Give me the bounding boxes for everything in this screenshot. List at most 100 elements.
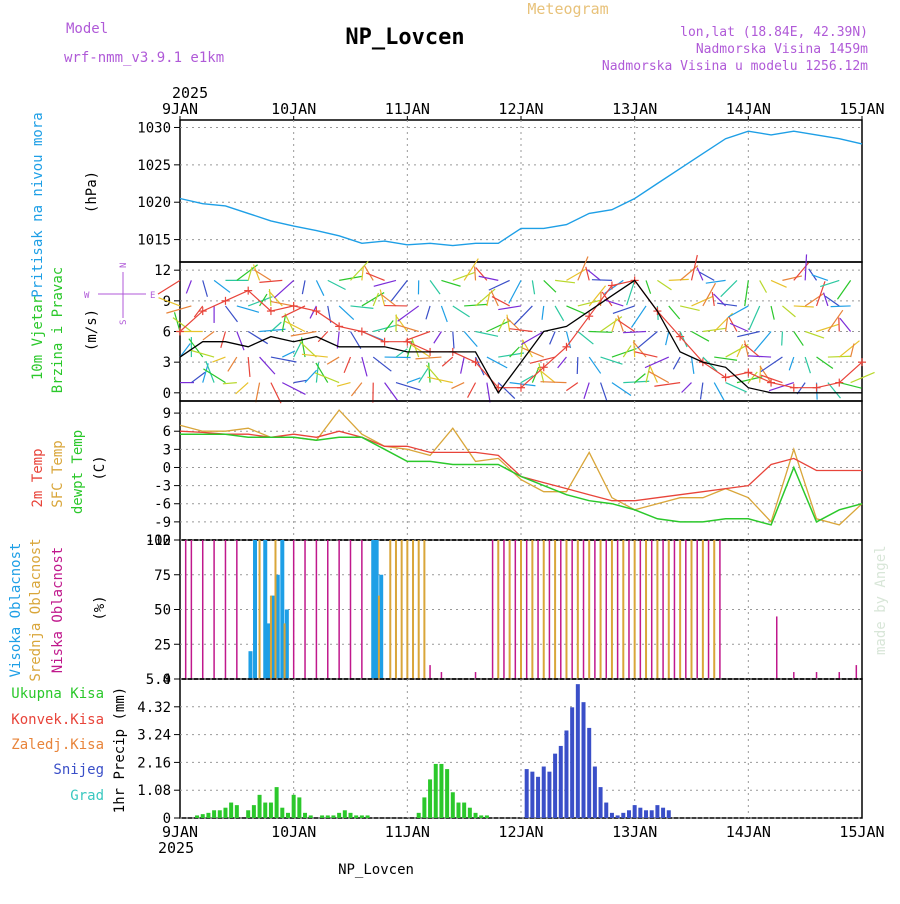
wind-barb	[761, 357, 783, 372]
chart-panels: 9JAN9JAN10JAN10JAN11JAN11JAN12JAN12JAN13…	[137, 100, 884, 841]
wind-barb	[540, 382, 566, 383]
wind-barb	[476, 332, 498, 337]
wind-barb	[453, 273, 475, 281]
wind-barb	[726, 344, 749, 357]
wind-barb	[259, 280, 282, 282]
temp-ytick-label: 0	[163, 460, 171, 476]
cloud-bar	[406, 540, 408, 679]
cloud-bar	[509, 540, 511, 679]
precip-ytick-label: 1.08	[137, 783, 171, 799]
wind-barb	[260, 357, 275, 374]
wind-barb	[646, 366, 650, 383]
wind-barb	[236, 383, 249, 394]
precip-bar	[235, 805, 239, 818]
cloud-bar	[662, 540, 664, 679]
precip-bar	[422, 797, 426, 818]
pressure-ytick-label: 1025	[137, 158, 171, 174]
precip-bar	[559, 746, 563, 818]
model-elevation-label: Nadmorska Visina u modelu 1256.12m	[602, 59, 868, 74]
precip-bar	[610, 813, 614, 818]
lonlat-label: lon,lat (18.84E, 42.39N)	[680, 25, 868, 40]
precip-bar	[593, 767, 597, 818]
precip-bar	[445, 769, 449, 818]
precip-ytick-label: 4.32	[137, 700, 171, 716]
wind-barb	[337, 383, 351, 387]
precip-ytick-label: 0	[163, 811, 171, 827]
cloud-bar	[361, 540, 363, 679]
wind-barb	[310, 306, 316, 318]
cloud-bar	[776, 616, 778, 679]
precip-bar	[252, 805, 256, 818]
cloud-bar	[588, 540, 590, 679]
wind-barb	[714, 357, 737, 360]
pressure-ytick-label: 1030	[137, 120, 171, 136]
wind-barb	[820, 280, 839, 286]
wind-barb	[851, 343, 854, 357]
wind-barb	[498, 383, 515, 399]
wind-ytick-label: 12	[154, 263, 171, 279]
xtick-label-top: 14JAN	[726, 100, 771, 118]
wind-barb	[206, 361, 214, 382]
wind-barb	[730, 323, 748, 331]
xtick-label-top: 10JAN	[271, 100, 316, 118]
wind-barb	[492, 297, 510, 306]
wind-barb	[415, 357, 441, 359]
wind-barb	[728, 306, 748, 317]
wind-barb	[589, 357, 600, 373]
cloud-bar	[492, 540, 494, 679]
xtick-label-bottom: 10JAN	[271, 823, 316, 841]
wind-barb	[374, 280, 396, 286]
xtick-label-bottom: 12JAN	[498, 823, 543, 841]
compass-w: W	[84, 291, 90, 301]
wind-barb	[291, 332, 317, 337]
cloud-bar	[565, 540, 567, 679]
precip-bar	[246, 810, 250, 818]
wind-barb	[749, 306, 760, 330]
cloud-bar	[441, 672, 443, 679]
model-name: wrf-nmm_v3.9.1 e1km	[64, 50, 224, 66]
cloud-bar	[389, 540, 391, 679]
wind-barb	[212, 357, 225, 362]
wind-barb	[542, 306, 544, 320]
cloud-bar	[656, 540, 658, 679]
cloud-ytick-label: 100	[146, 533, 171, 549]
wind-barb	[680, 332, 687, 348]
precip-bar	[474, 813, 478, 818]
wind-barb	[461, 357, 465, 374]
wind-barb	[294, 342, 302, 357]
meteogram-label: Meteogram	[527, 0, 608, 18]
temp-ylabel-3: dewpt Temp	[70, 430, 86, 514]
precip-bar	[667, 810, 671, 818]
wind-barb	[441, 306, 447, 322]
precip-legend-conv: Konvek.Kisa	[11, 712, 104, 728]
xtick-label-top: 9JAN	[162, 100, 198, 118]
page-title: NP_Lovcen	[345, 25, 464, 50]
wind-barb	[453, 306, 470, 317]
precip-unit: 1hr Precip (mm)	[112, 687, 128, 813]
wind-barb	[745, 280, 749, 306]
wind-barb	[351, 261, 369, 280]
wind-barb	[805, 332, 824, 339]
wind-barb	[817, 324, 839, 331]
temp2m-line	[180, 431, 862, 501]
cloud-bar	[520, 540, 522, 679]
wind-barb	[316, 280, 323, 295]
temp-ylabel-1: 2m Temp	[30, 448, 46, 507]
wind-barb	[601, 357, 623, 364]
wind-barb	[285, 321, 305, 331]
wind-barb	[586, 267, 589, 281]
wind-barb	[203, 369, 225, 383]
precip-bar	[201, 814, 205, 818]
precip-bar	[275, 787, 279, 818]
cloud-bar	[503, 540, 505, 679]
precip-bar	[206, 813, 210, 818]
cloud-bar	[577, 540, 579, 679]
cloud-bar	[708, 540, 710, 679]
xtick-label-bottom: 15JAN	[839, 823, 884, 841]
wind-barb	[344, 357, 350, 373]
cloud-bar	[622, 540, 624, 679]
cloud-bar	[691, 540, 693, 679]
wind-barb	[692, 332, 709, 342]
wind-barb	[637, 332, 657, 349]
cloud-bar	[378, 596, 380, 679]
